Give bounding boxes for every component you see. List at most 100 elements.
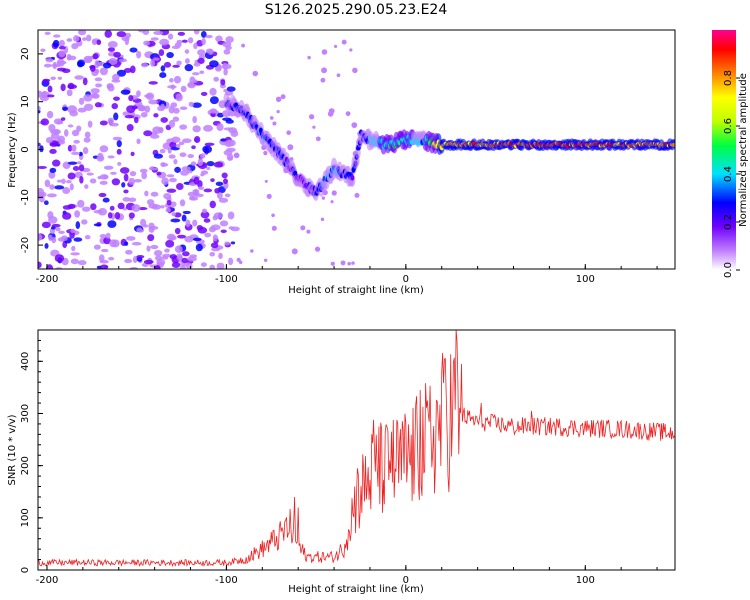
spectrogram-cell bbox=[107, 212, 113, 219]
spectrogram-cell bbox=[336, 73, 341, 78]
spectrogram-cell bbox=[228, 226, 235, 230]
spectrogram-cell bbox=[153, 153, 164, 159]
spectrogram-cell bbox=[320, 77, 326, 83]
spectrogram-cell bbox=[48, 171, 56, 179]
spectrogram-cell bbox=[45, 136, 53, 144]
colorbar-label: Normalized spectral amplitude bbox=[738, 73, 749, 227]
spectrogram-cell bbox=[82, 147, 89, 155]
y-tick-label: -20 bbox=[20, 237, 31, 253]
spectrogram-cell bbox=[111, 103, 118, 110]
spectrogram-cell bbox=[66, 53, 72, 61]
spectrogram-cell bbox=[90, 92, 99, 99]
spectrogram-cell bbox=[123, 68, 132, 74]
spectrogram-cell bbox=[205, 34, 213, 39]
spectrogram-cell bbox=[147, 234, 155, 242]
spectrogram-cell bbox=[124, 37, 130, 46]
y-tick-label: 10 bbox=[20, 95, 31, 108]
spectrogram-cell bbox=[223, 178, 228, 185]
spectrogram-cell bbox=[91, 39, 97, 46]
colorbar-tick-label: 0.6 bbox=[723, 118, 734, 134]
spectrogram-cell bbox=[113, 112, 119, 121]
spectrogram-cell bbox=[150, 37, 159, 41]
spectrogram-cell bbox=[117, 202, 125, 210]
spectrogram-cell bbox=[220, 79, 226, 86]
spectrogram-cell bbox=[132, 256, 138, 264]
spectrogram-cell bbox=[128, 197, 137, 202]
spectrogram-cell bbox=[201, 37, 206, 46]
spectrogram-cell bbox=[109, 239, 117, 248]
spectrogram-cell bbox=[138, 30, 146, 33]
spectrogram-cell bbox=[119, 167, 130, 174]
spectrogram-cell bbox=[38, 233, 43, 241]
spectrogram-cell bbox=[156, 171, 162, 176]
spectrogram-cell bbox=[200, 262, 207, 267]
spectrogram-cell bbox=[209, 264, 216, 269]
figure-title: S126.2025.290.05.23.E24 bbox=[265, 2, 448, 18]
spectrogram-cell bbox=[112, 73, 120, 82]
spectrogram-cell bbox=[116, 140, 122, 148]
spectrogram-cell bbox=[160, 117, 168, 123]
spectrogram-cell bbox=[61, 235, 68, 242]
spectrogram-cell bbox=[102, 174, 109, 180]
spectrogram-cell bbox=[345, 111, 351, 117]
spectrogram-cell bbox=[280, 94, 286, 100]
spectrogram-cell bbox=[66, 38, 73, 42]
spectrogram-cell bbox=[308, 114, 315, 120]
spectrogram-cell bbox=[77, 199, 85, 208]
spectrogram-cell bbox=[129, 171, 137, 177]
spectrogram-cell bbox=[187, 83, 197, 87]
spectrogram-cell bbox=[148, 203, 158, 209]
spectrogram-cell bbox=[223, 49, 231, 55]
spectrogram-cell bbox=[96, 155, 105, 162]
x-tick-label: 100 bbox=[576, 575, 595, 586]
spectrogram-cell bbox=[62, 186, 71, 195]
spectrogram-cell bbox=[67, 82, 75, 90]
spectrogram-cell bbox=[213, 161, 224, 168]
spectrogram-cell bbox=[222, 62, 228, 70]
spectrogram-cell bbox=[179, 152, 187, 158]
spectrogram-cell bbox=[48, 123, 56, 132]
spectrogram-cell bbox=[84, 131, 91, 139]
spectrogram-cell bbox=[98, 192, 107, 198]
spectrogram-cell bbox=[330, 200, 334, 204]
spectrogram-cell bbox=[203, 218, 211, 223]
spectrogram-cell bbox=[224, 241, 230, 246]
spectrogram-cell bbox=[169, 254, 177, 260]
spectrogram-cell bbox=[200, 91, 208, 97]
spectrogram-cell bbox=[111, 178, 121, 186]
spectrogram-cell bbox=[82, 37, 87, 41]
spectrogram-cell bbox=[94, 102, 102, 108]
spectrogram-cell bbox=[291, 248, 298, 255]
spectrogram-cell bbox=[70, 258, 79, 265]
spectrogram-cell bbox=[140, 218, 147, 227]
spectrogram-cell bbox=[113, 51, 121, 58]
spectrogram-cell bbox=[143, 130, 153, 137]
spectrogram-cell bbox=[38, 261, 42, 269]
spectrogram-cell bbox=[159, 38, 170, 46]
spectrogram-cell bbox=[131, 204, 141, 212]
spectrogram-cell bbox=[60, 117, 66, 121]
spectrogram-cell bbox=[216, 262, 225, 269]
spectrogram-cell bbox=[272, 121, 277, 126]
spectrogram-cell bbox=[192, 189, 200, 193]
spectrogram-cell bbox=[266, 193, 272, 199]
spectrogram-cell bbox=[39, 145, 44, 153]
spectrogram-cell bbox=[178, 141, 185, 146]
spectrogram-cell bbox=[177, 31, 186, 36]
spectrogram-cell bbox=[73, 237, 83, 242]
spectrogram-cell bbox=[275, 96, 282, 102]
spectrogram-cell bbox=[69, 183, 74, 191]
spectrogram-cell bbox=[107, 47, 116, 52]
spectrogram-cell bbox=[174, 245, 183, 254]
spectrogram-cell bbox=[77, 260, 87, 266]
spectrogram-cell bbox=[171, 212, 177, 217]
spectrogram-cell bbox=[143, 40, 151, 46]
spectrogram-cell bbox=[129, 47, 138, 53]
spectrogram-cell bbox=[168, 177, 177, 183]
spectrogram-cell bbox=[136, 50, 142, 59]
spectrogram-cell bbox=[327, 111, 334, 117]
snr-x-axis: -200 -100 0 100 bbox=[36, 565, 658, 586]
colorbar-ticks: 0.0 0.2 0.4 0.6 0.8 bbox=[723, 70, 740, 278]
x-tick-label: -100 bbox=[215, 575, 238, 586]
spectrogram-cell bbox=[330, 261, 335, 266]
